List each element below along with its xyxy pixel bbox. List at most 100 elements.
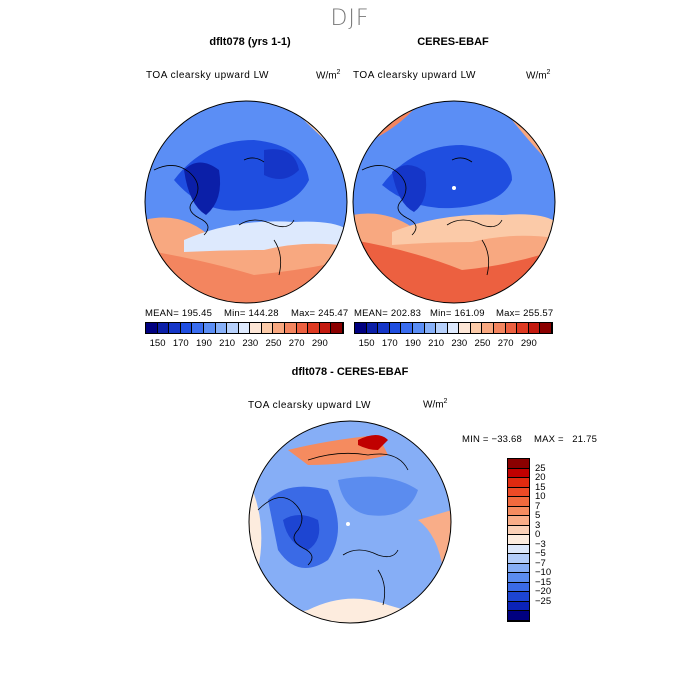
panel2-map — [352, 100, 556, 304]
colorbar-tick-label: −25 — [535, 595, 552, 607]
colorbar-tick-label: 190 — [405, 338, 421, 349]
colorbar-cell — [180, 323, 193, 333]
colorbar-cell — [215, 323, 228, 333]
colorbar-tick-label: 250 — [265, 338, 282, 349]
colorbar-cell — [227, 323, 239, 333]
panel1-title: dflt078 (yrs 1-1) — [209, 36, 291, 48]
panel2-title: CERES-EBAF — [417, 36, 489, 48]
colorbar-tick-label: 0 — [535, 529, 541, 541]
colorbar-cell — [508, 516, 529, 526]
panel1-max: Max= 245.47 — [291, 308, 349, 319]
colorbar-cell — [412, 323, 425, 333]
colorbar-cell — [319, 323, 332, 333]
colorbar-cell — [436, 323, 448, 333]
panel1-siberia-core — [264, 149, 299, 179]
colorbar-cell — [508, 554, 529, 564]
colorbar-cell — [169, 323, 181, 333]
colorbar-cell — [508, 506, 529, 517]
panel2-land-outline — [361, 157, 503, 276]
colorbar-tick-label: 270 — [288, 338, 305, 349]
colorbar-tick-label: −10 — [535, 567, 552, 579]
colorbar-tick-label: 5 — [535, 510, 541, 522]
colorbar-cell — [540, 323, 552, 333]
colorbar-tick-label: 170 — [381, 338, 398, 349]
colorbar-cell — [508, 487, 529, 498]
colorbar-cell — [508, 478, 529, 488]
colorbar-tick-label: 230 — [451, 338, 468, 349]
colorbar-cell — [508, 573, 529, 583]
panel3-neutral-bottom — [249, 598, 451, 623]
colorbar-cell — [508, 563, 529, 574]
colorbar-cell — [203, 323, 216, 333]
colorbar-cell — [508, 592, 529, 602]
colorbar-cell — [508, 525, 529, 536]
panel2-greenland — [392, 165, 427, 212]
colorbar-cell — [285, 323, 297, 333]
colorbar-cell — [508, 459, 529, 469]
colorbar-tick-label: −7 — [535, 557, 546, 569]
colorbar-cell — [238, 323, 251, 333]
colorbar-tick-label: −15 — [535, 576, 552, 588]
colorbar-tick-label: 25 — [535, 462, 546, 474]
panel3-min: MIN = −33.68 — [462, 434, 522, 445]
colorbar-cell — [508, 544, 529, 555]
panel3-max: MAX = 21.75 — [534, 434, 598, 445]
colorbar-cell — [459, 323, 471, 333]
panel3-cold-mid — [338, 476, 418, 516]
panel3-units: W/m2 — [423, 398, 448, 411]
panel1-colorbar — [145, 322, 344, 334]
colorbar-tick-label: −5 — [535, 548, 546, 560]
panel1-min: Min= 144.28 — [224, 308, 279, 319]
panel2-transition — [392, 214, 555, 245]
colorbar-cell — [331, 323, 343, 333]
colorbar-cell — [389, 323, 402, 333]
colorbar-tick-label: 290 — [311, 338, 328, 349]
colorbar-cell — [146, 323, 158, 333]
colorbar-cell — [508, 601, 529, 612]
colorbar-tick-label: 150 — [358, 338, 375, 349]
panel1-mean: MEAN= 195.45 — [145, 308, 213, 319]
colorbar-cell — [528, 323, 541, 333]
colorbar-cell — [378, 323, 390, 333]
panel1-map — [144, 100, 348, 304]
colorbar-cell — [482, 323, 495, 333]
panel3-land-outline — [257, 452, 409, 606]
colorbar-tick-label: 230 — [242, 338, 259, 349]
colorbar-cell — [508, 582, 529, 593]
panel2-min: Min= 161.09 — [430, 308, 485, 319]
colorbar-cell — [508, 535, 529, 545]
colorbar-cell — [494, 323, 506, 333]
panel3-colorbar — [507, 458, 530, 622]
colorbar-cell — [366, 323, 379, 333]
season-title: DJF — [330, 6, 370, 31]
colorbar-tick-label: 270 — [497, 338, 514, 349]
colorbar-cell — [192, 323, 204, 333]
panel2-warm-band — [353, 240, 555, 303]
colorbar-cell — [505, 323, 518, 333]
colorbar-cell — [401, 323, 413, 333]
colorbar-tick-label: 210 — [428, 338, 445, 349]
panel1-variable: TOA clearsky upward LW — [146, 70, 269, 81]
colorbar-cell — [296, 323, 309, 333]
colorbar-tick-label: 190 — [196, 338, 212, 349]
panel3-colorbar-labels: 25 20 15 10 7 5 3 0 −3 −5 −7 −10 −15 −20 −25 — [535, 458, 575, 622]
colorbar-cell — [308, 323, 320, 333]
colorbar-tick-label: 170 — [172, 338, 189, 349]
panel2-colorbar-ticks: 150 170 190 210 230 250 270 290 — [354, 338, 553, 350]
colorbar-cell — [273, 323, 286, 333]
colorbar-cell — [261, 323, 274, 333]
colorbar-tick-label: 15 — [535, 481, 546, 493]
colorbar-tick-label: 3 — [535, 519, 541, 531]
panel3-variable: TOA clearsky upward LW — [248, 400, 371, 411]
colorbar-cell — [508, 468, 529, 479]
colorbar-tick-label: 20 — [535, 472, 546, 484]
panel1-colorbar-ticks: 150 170 190 210 230 250 270 290 — [145, 338, 344, 350]
panel3-top-hot — [358, 435, 388, 450]
panel3-map — [248, 420, 452, 624]
panel1-land-outline — [153, 157, 295, 276]
panel2-mean: MEAN= 202.83 — [354, 308, 422, 319]
colorbar-cell — [250, 323, 262, 333]
colorbar-tick-label: 250 — [474, 338, 491, 349]
colorbar-cell — [470, 323, 483, 333]
panel2-units: W/m2 — [526, 69, 551, 82]
